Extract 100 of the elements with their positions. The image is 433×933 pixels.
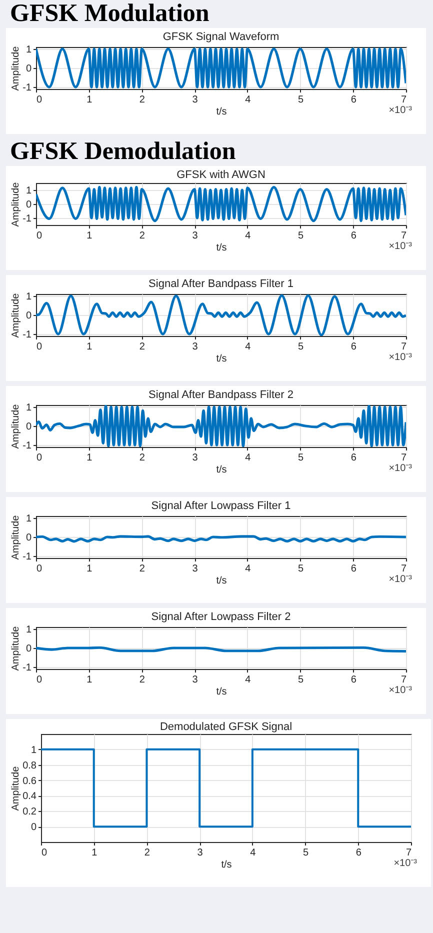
y-tick-label: -1: [22, 82, 32, 94]
x-tick-label: 6: [350, 674, 357, 686]
x-tick-label: 5: [298, 564, 304, 574]
x-tick-label: 1: [92, 848, 98, 858]
x-tick-label: 4: [250, 848, 256, 858]
x-tick-label: 4: [245, 94, 252, 106]
x-tick-label: 3: [197, 848, 204, 858]
text: ×10⁻³: [388, 574, 413, 585]
x-tick-label: 2: [139, 342, 146, 352]
x-tick-label: 7: [400, 452, 407, 464]
x-tick-label: 6: [356, 848, 362, 858]
x-tick-label: 6: [350, 230, 357, 242]
x-axis-title: t/s: [221, 860, 232, 870]
x-tick-label: 2: [139, 452, 146, 464]
line-series: [36, 405, 406, 447]
x-tick-label: 1: [86, 674, 93, 686]
x-axis-title: t/s: [216, 106, 227, 118]
y-axis-title: Amplitude: [10, 626, 22, 671]
x-tick-label: 2: [139, 94, 146, 106]
x-tick-label: 3: [192, 564, 198, 574]
x-tick-label: 1: [86, 452, 93, 464]
y-tick-label: -1: [22, 552, 32, 563]
x-tick-label: 4: [245, 452, 252, 464]
x-tick-label: 5: [298, 674, 304, 686]
y-tick-label: 1: [26, 291, 32, 302]
y-axis-title: Amplitude: [10, 182, 22, 227]
x-tick-label: 3: [192, 452, 198, 464]
line-series: [36, 186, 406, 222]
y-tick-label: -1: [22, 662, 32, 674]
x-tick-label: 4: [245, 230, 252, 242]
y-tick-label: 0: [26, 310, 32, 322]
text: GFSK Demodulation: [9, 138, 237, 165]
y-tick-label: 0.4: [22, 791, 37, 802]
x-tick-label: 1: [86, 564, 93, 574]
x-tick-label: 7: [400, 94, 407, 106]
y-tick-label: 0.8: [22, 760, 37, 772]
x-tick-label: 5: [298, 452, 304, 464]
x-axis-title: t/s: [216, 242, 227, 254]
y-tick-label: 1: [26, 402, 32, 414]
x-tick-label: 5: [298, 230, 304, 242]
y-tick-label: 0: [26, 644, 32, 654]
x-tick-label: 5: [298, 342, 304, 352]
x-tick-label: 3: [192, 230, 198, 242]
y-tick-label: 0: [26, 64, 32, 74]
x-axis-title: t/s: [216, 354, 227, 364]
y-tick-label: 1: [30, 744, 37, 756]
y-tick-label: 0: [26, 422, 32, 432]
y-axis-title: Amplitude: [10, 46, 22, 91]
text: ×10⁻³: [388, 685, 413, 696]
chart-title: GFSK with AWGN: [176, 168, 266, 181]
y-tick-label: 0: [30, 822, 37, 834]
y-axis-title: Amplitude: [10, 404, 22, 449]
y-tick-label: 0.6: [22, 776, 37, 787]
x-tick-label: 4: [245, 674, 252, 686]
x-tick-label: 7: [400, 564, 407, 574]
x-tick-label: 1: [86, 230, 93, 242]
y-tick-label: 0.2: [22, 806, 37, 818]
chart-title: Signal After Bandpass Filter 1: [148, 278, 294, 290]
y-axis-title: Amplitude: [10, 514, 22, 560]
y-tick-label: 1: [26, 624, 32, 636]
y-tick-label: 1: [26, 186, 32, 196]
y-tick-label: -1: [22, 330, 32, 341]
y-axis-title: Amplitude: [10, 766, 22, 811]
y-tick-label: -1: [22, 440, 32, 452]
text: ×10⁻³: [388, 352, 413, 363]
x-tick-label: 6: [350, 342, 357, 352]
x-tick-label: 7: [400, 674, 407, 686]
x-tick-label: 3: [192, 674, 198, 686]
chart-title: Signal After Lowpass Filter 2: [151, 610, 291, 623]
text: ×10⁻³: [394, 858, 418, 869]
x-tick-label: 2: [144, 848, 150, 858]
x-tick-label: 7: [406, 848, 412, 858]
x-tick-label: 6: [350, 564, 357, 574]
x-tick-label: 7: [400, 342, 407, 352]
chart-title: Signal After Bandpass Filter 2: [148, 388, 294, 401]
y-tick-label: 0: [26, 532, 32, 544]
x-tick-label: 2: [139, 564, 146, 574]
chart-title: GFSK Signal Waveform: [162, 30, 280, 43]
chart-title: Signal After Lowpass Filter 1: [151, 500, 291, 512]
x-tick-label: 5: [303, 848, 310, 858]
x-tick-label: 4: [245, 342, 252, 352]
y-tick-label: -1: [22, 214, 32, 224]
line-series: [36, 294, 406, 336]
x-tick-label: 1: [86, 342, 93, 352]
x-tick-label: 6: [350, 452, 357, 464]
y-tick-label: 1: [26, 513, 32, 524]
text: ×10⁻³: [388, 463, 413, 474]
x-tick-label: 3: [192, 342, 198, 352]
text: GFSK Modulation: [9, 0, 210, 27]
text: ×10⁻³: [388, 105, 413, 116]
y-tick-label: 0: [26, 200, 32, 210]
x-axis-title: t/s: [216, 576, 227, 586]
x-tick-label: 5: [298, 94, 304, 106]
y-tick-label: 1: [26, 44, 32, 56]
text: ×10⁻³: [388, 241, 413, 252]
x-tick-label: 3: [192, 94, 198, 106]
x-axis-title: t/s: [216, 686, 227, 698]
x-tick-label: 6: [350, 94, 357, 106]
x-tick-label: 7: [400, 230, 407, 242]
chart-title: Demodulated GFSK Signal: [160, 721, 292, 733]
